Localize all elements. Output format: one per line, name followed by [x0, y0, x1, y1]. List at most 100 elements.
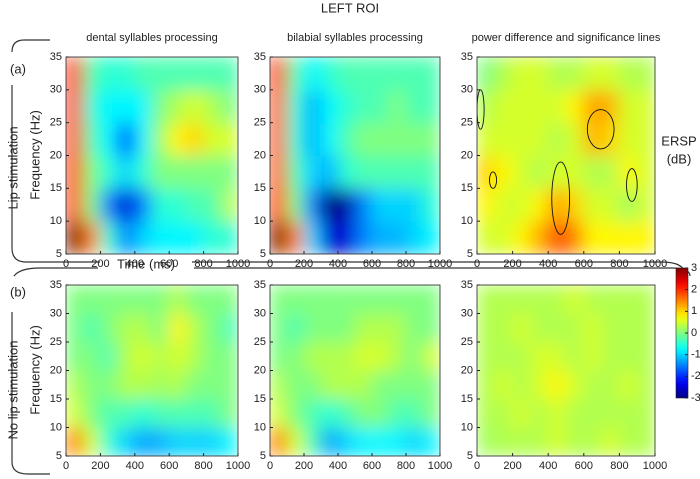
cell — [477, 341, 496, 371]
x-tick-label: 400 — [126, 258, 144, 270]
heatmap-cells — [270, 285, 440, 456]
cell — [168, 341, 187, 371]
cell — [601, 122, 620, 156]
cell — [203, 155, 222, 189]
cell — [547, 187, 567, 222]
cell — [477, 187, 496, 222]
cell — [618, 220, 638, 254]
significance-line — [586, 109, 615, 150]
cell — [512, 220, 531, 254]
row-letter: (a) — [10, 61, 26, 76]
cell — [512, 285, 531, 314]
cell — [303, 285, 322, 314]
y-tick-label: 35 — [50, 51, 62, 63]
cell — [320, 285, 339, 314]
cell — [583, 285, 603, 314]
x-tick-label: 1000 — [643, 460, 667, 472]
cell — [547, 398, 567, 428]
cell — [66, 122, 84, 156]
cell — [512, 155, 531, 189]
cell — [405, 398, 424, 428]
cell — [220, 341, 238, 371]
x-tick-label: 400 — [539, 460, 557, 472]
cell — [220, 370, 238, 400]
cell — [337, 220, 356, 254]
x-tick-label: 800 — [610, 460, 628, 472]
heatmap — [66, 57, 238, 254]
cell — [512, 427, 531, 456]
y-tick-label: 10 — [254, 421, 266, 433]
cell — [185, 89, 205, 124]
cell — [547, 89, 567, 124]
cell — [405, 370, 424, 400]
cell — [405, 57, 424, 91]
y-tick-label: 25 — [461, 117, 473, 129]
y-tick-label: 10 — [461, 215, 473, 227]
cell — [151, 187, 170, 222]
cell — [371, 427, 390, 456]
cell — [494, 313, 514, 343]
cell — [185, 155, 205, 189]
cell — [371, 122, 390, 156]
cell — [636, 220, 655, 254]
cell — [371, 398, 390, 428]
cell — [66, 187, 84, 222]
cell — [477, 89, 496, 124]
cell — [422, 220, 440, 254]
cell — [117, 155, 136, 189]
colorbar-label: ERSP — [661, 133, 696, 148]
x-tick-label: 800 — [397, 460, 415, 472]
y-tick-label: 20 — [461, 149, 473, 161]
x-tick-label: 400 — [539, 258, 557, 270]
heatmap-cells — [66, 285, 238, 456]
cell — [529, 427, 549, 456]
cell — [636, 285, 655, 314]
cell — [134, 370, 153, 400]
panel-title: bilabial syllables processing — [287, 32, 423, 44]
cell — [337, 285, 356, 314]
cell — [99, 341, 119, 371]
cell — [337, 427, 356, 456]
y-tick-label: 30 — [254, 307, 266, 319]
cell — [494, 427, 514, 456]
cell — [203, 89, 222, 124]
cell — [151, 427, 170, 456]
cell — [337, 155, 356, 189]
cell — [320, 398, 339, 428]
x-tick-label: 800 — [610, 258, 628, 270]
cell — [565, 57, 585, 91]
cell — [618, 187, 638, 222]
x-tick-label: 600 — [160, 460, 178, 472]
cell — [477, 122, 496, 156]
cell — [601, 220, 620, 254]
cell — [151, 155, 170, 189]
cell — [512, 341, 531, 371]
cell — [583, 341, 603, 371]
cell — [82, 155, 101, 189]
cell — [134, 341, 153, 371]
cell — [388, 187, 407, 222]
cell — [405, 285, 424, 314]
cell — [203, 57, 222, 91]
cell — [320, 122, 339, 156]
cell — [185, 57, 205, 91]
cell — [303, 57, 322, 91]
cell — [337, 370, 356, 400]
y-tick-label: 5 — [467, 248, 473, 260]
cell — [303, 155, 322, 189]
cell — [303, 341, 322, 371]
x-tick-label: 200 — [91, 460, 109, 472]
cell — [117, 220, 136, 254]
x-tick-label: 200 — [503, 258, 521, 270]
heatmap — [477, 285, 655, 456]
y-tick-label: 15 — [461, 182, 473, 194]
cell — [371, 89, 390, 124]
cell — [371, 57, 390, 91]
cell — [565, 341, 585, 371]
cell — [636, 57, 655, 91]
x-tick-label: 800 — [397, 258, 415, 270]
y-axis-label: Frequency (Hz) — [27, 110, 42, 200]
cell — [494, 122, 514, 156]
cell — [286, 187, 305, 222]
cell — [405, 427, 424, 456]
